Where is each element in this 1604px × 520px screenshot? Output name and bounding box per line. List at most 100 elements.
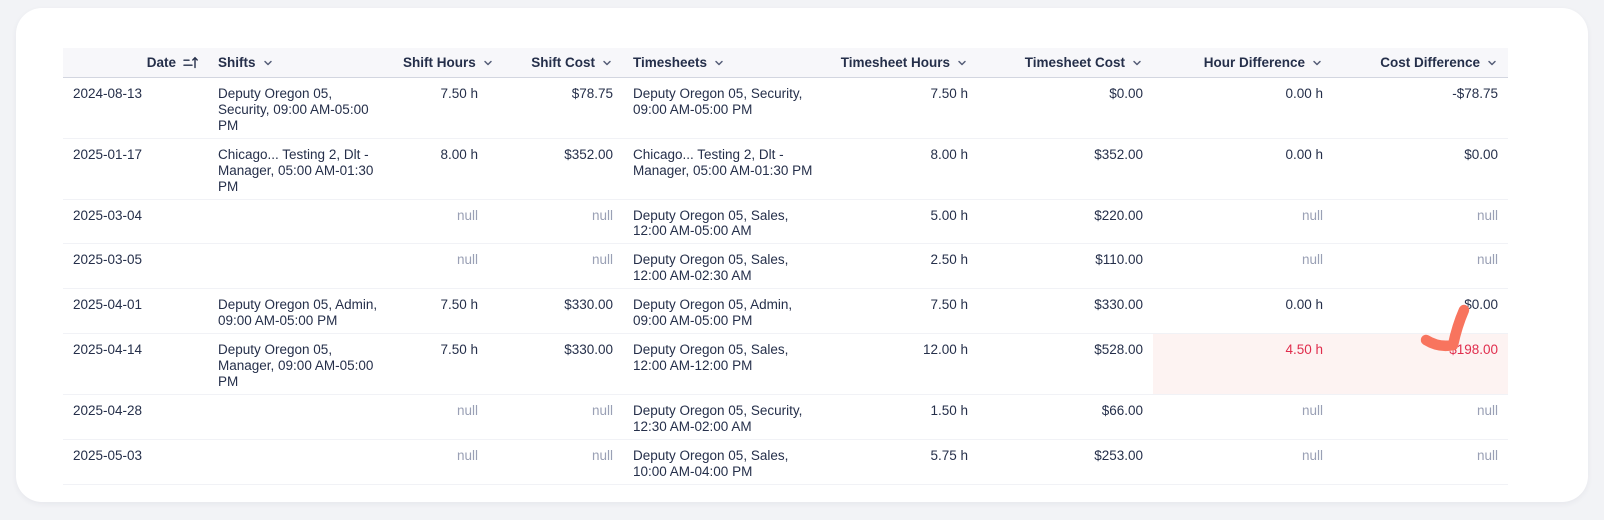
column-header-label: Cost Difference (1380, 55, 1480, 70)
cell-shift_cost: null (488, 243, 623, 290)
cell-shifts: Deputy Oregon 05, Manager, 09:00 AM-05:0… (208, 333, 393, 395)
cell-shift_cost: $352.00 (488, 138, 623, 200)
cell-date: 2025-04-14 (63, 333, 208, 395)
cell-timesheet_cost: $66.00 (978, 394, 1153, 440)
cell-timesheet_cost: $220.00 (978, 199, 1153, 245)
cell-timesheets: Deputy Oregon 05, Security, 12:30 AM-02:… (623, 394, 828, 440)
cell-timesheet_hours: 2.50 h (828, 243, 978, 290)
column-header-label: Shift Cost (531, 55, 595, 70)
column-header-label: Timesheets (633, 55, 708, 70)
chevron-down-icon (601, 57, 613, 69)
chevron-down-icon (956, 57, 968, 69)
cell-cost_difference: -$78.75 (1333, 77, 1508, 139)
column-header-label: Date (146, 55, 176, 70)
cell-timesheet_cost: $352.00 (978, 138, 1153, 200)
chevron-down-icon (1131, 57, 1143, 69)
cell-cost_difference: null (1333, 439, 1508, 485)
cell-timesheet_hours: 5.00 h (828, 199, 978, 245)
chevron-down-icon (1311, 57, 1323, 69)
cell-date: 2025-04-01 (63, 288, 208, 335)
cell-shift_hours: null (393, 439, 488, 485)
column-header-shifts[interactable]: Shifts (208, 48, 393, 78)
table-row: 2024-08-13 Deputy Oregon 05, Security, 09… (63, 77, 1508, 139)
table-row: 2025-03-04 null null Deputy Oregon 05, Sale… (63, 199, 1508, 245)
table-container: Date Shifts Shift Hours Shift Cost Timesheet… (16, 8, 1588, 485)
cell-shift_cost: $330.00 (488, 333, 623, 395)
cell-date: 2024-08-13 (63, 77, 208, 139)
cell-date: 2025-04-28 (63, 394, 208, 440)
cell-cost_difference: $198.00 (1333, 333, 1508, 395)
cell-shifts (208, 439, 393, 485)
cell-shift_cost: null (488, 439, 623, 485)
cell-timesheet_hours: 5.75 h (828, 439, 978, 485)
cell-timesheet_cost: $0.00 (978, 77, 1153, 139)
chevron-down-icon (713, 57, 725, 69)
column-header-hour_difference[interactable]: Hour Difference (1153, 48, 1333, 78)
column-header-label: Timesheet Hours (840, 55, 950, 70)
table-header-row: Date Shifts Shift Hours Shift Cost Timesheet… (63, 48, 1508, 78)
column-header-date[interactable]: Date (63, 48, 208, 78)
cell-cost_difference: $0.00 (1333, 138, 1508, 200)
cell-timesheet_hours: 7.50 h (828, 288, 978, 335)
cell-timesheets: Chicago... Testing 2, Dlt - Manager, 05:… (623, 138, 828, 200)
cell-shifts: Chicago... Testing 2, Dlt - Manager, 05:… (208, 138, 393, 200)
column-header-timesheets[interactable]: Timesheets (623, 48, 828, 78)
cell-date: 2025-03-04 (63, 199, 208, 245)
cell-timesheet_hours: 12.00 h (828, 333, 978, 395)
cell-timesheet_hours: 1.50 h (828, 394, 978, 440)
table-row: 2025-04-14 Deputy Oregon 05, Manager, 09:… (63, 333, 1508, 395)
column-header-label: Shifts (218, 55, 256, 70)
table-row: 2025-04-28 null null Deputy Oregon 05, Secu… (63, 394, 1508, 440)
table-row: 2025-05-03 null null Deputy Oregon 05, Sale… (63, 439, 1508, 485)
cell-hour_difference: 0.00 h (1153, 77, 1333, 139)
cell-timesheets: Deputy Oregon 05, Sales, 12:00 AM-05:00 … (623, 199, 828, 245)
cell-shift_hours: 7.50 h (393, 77, 488, 139)
cell-cost_difference: null (1333, 394, 1508, 440)
cell-timesheet_cost: $253.00 (978, 439, 1153, 485)
cell-shift_cost: $78.75 (488, 77, 623, 139)
cell-shift_cost: null (488, 394, 623, 440)
cell-date: 2025-01-17 (63, 138, 208, 200)
cell-hour_difference: null (1153, 439, 1333, 485)
cell-cost_difference: $0.00 (1333, 288, 1508, 335)
cell-timesheets: Deputy Oregon 05, Sales, 12:00 AM-12:00 … (623, 333, 828, 395)
cell-hour_difference: null (1153, 199, 1333, 245)
comparison-table-card: Date Shifts Shift Hours Shift Cost Timesheet… (16, 8, 1588, 502)
cell-hour_difference: null (1153, 243, 1333, 290)
cell-shifts (208, 243, 393, 290)
cell-shift_hours: 8.00 h (393, 138, 488, 200)
cell-timesheets: Deputy Oregon 05, Sales, 10:00 AM-04:00 … (623, 439, 828, 485)
cell-cost_difference: null (1333, 243, 1508, 290)
column-header-cost_difference[interactable]: Cost Difference (1333, 48, 1508, 78)
table-row: 2025-04-01 Deputy Oregon 05, Admin, 09:00… (63, 288, 1508, 335)
table-row: 2025-01-17 Chicago... Testing 2, Dlt - Ma… (63, 138, 1508, 200)
cell-hour_difference: 0.00 h (1153, 138, 1333, 200)
table-row: 2025-03-05 null null Deputy Oregon 05, Sale… (63, 243, 1508, 290)
cell-timesheet_cost: $330.00 (978, 288, 1153, 335)
cell-shift_hours: null (393, 199, 488, 245)
column-header-timesheet_cost[interactable]: Timesheet Cost (978, 48, 1153, 78)
cell-shift_hours: 7.50 h (393, 333, 488, 395)
chevron-down-icon (262, 57, 274, 69)
cell-shift_cost: null (488, 199, 623, 245)
cell-hour_difference: 4.50 h (1153, 333, 1333, 395)
column-header-label: Timesheet Cost (1024, 55, 1125, 70)
cell-hour_difference: 0.00 h (1153, 288, 1333, 335)
cell-shifts (208, 199, 393, 245)
cell-timesheet_hours: 7.50 h (828, 77, 978, 139)
sort-ascending-icon (182, 55, 198, 70)
column-header-shift_hours[interactable]: Shift Hours (393, 48, 492, 78)
chevron-down-icon (1486, 57, 1498, 69)
chevron-down-icon (482, 57, 494, 69)
cell-date: 2025-05-03 (63, 439, 208, 485)
cell-timesheets: Deputy Oregon 05, Admin, 09:00 AM-05:00 … (623, 288, 828, 335)
cell-shifts (208, 394, 393, 440)
cell-shift_hours: 7.50 h (393, 288, 488, 335)
column-header-shift_cost[interactable]: Shift Cost (488, 48, 623, 78)
cell-timesheet_cost: $110.00 (978, 243, 1153, 290)
cell-shift_cost: $330.00 (488, 288, 623, 335)
column-header-timesheet_hours[interactable]: Timesheet Hours (828, 48, 978, 78)
cell-date: 2025-03-05 (63, 243, 208, 290)
cell-shifts: Deputy Oregon 05, Admin, 09:00 AM-05:00 … (208, 288, 393, 335)
cell-timesheet_hours: 8.00 h (828, 138, 978, 200)
